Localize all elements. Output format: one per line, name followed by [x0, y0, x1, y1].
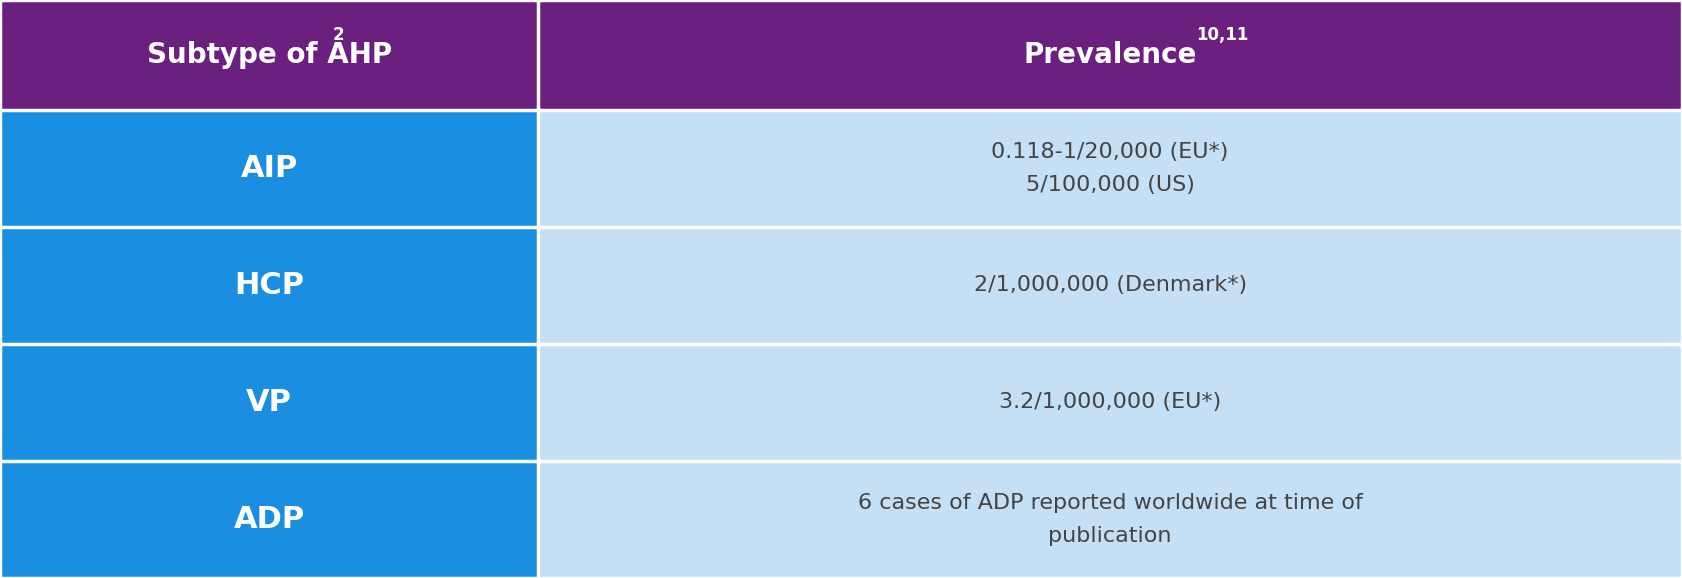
Text: AIP: AIP	[241, 154, 298, 183]
Bar	[538, 227, 1682, 344]
Text: ADP: ADP	[234, 505, 304, 534]
Bar	[0, 344, 538, 461]
Text: 2/1,000,000 (Denmark*): 2/1,000,000 (Denmark*)	[974, 275, 1246, 295]
Bar	[538, 110, 1682, 227]
Text: Prevalence: Prevalence	[1023, 41, 1198, 69]
Text: 6 cases of ADP reported worldwide at time of
publication: 6 cases of ADP reported worldwide at tim…	[858, 493, 1362, 546]
Text: VP: VP	[246, 388, 293, 417]
Bar	[538, 0, 1682, 110]
Bar	[538, 344, 1682, 461]
Text: 3.2/1,000,000 (EU*): 3.2/1,000,000 (EU*)	[999, 392, 1221, 413]
Text: HCP: HCP	[234, 271, 304, 300]
Text: 0.118-1/20,000 (EU*)
5/100,000 (US): 0.118-1/20,000 (EU*) 5/100,000 (US)	[991, 142, 1230, 195]
Bar	[0, 0, 538, 110]
Text: 10,11: 10,11	[1196, 26, 1248, 44]
Bar	[0, 227, 538, 344]
Bar	[0, 110, 538, 227]
Bar	[538, 461, 1682, 578]
Text: Subtype of AHP: Subtype of AHP	[146, 41, 392, 69]
Bar	[0, 461, 538, 578]
Text: 2: 2	[333, 26, 345, 44]
